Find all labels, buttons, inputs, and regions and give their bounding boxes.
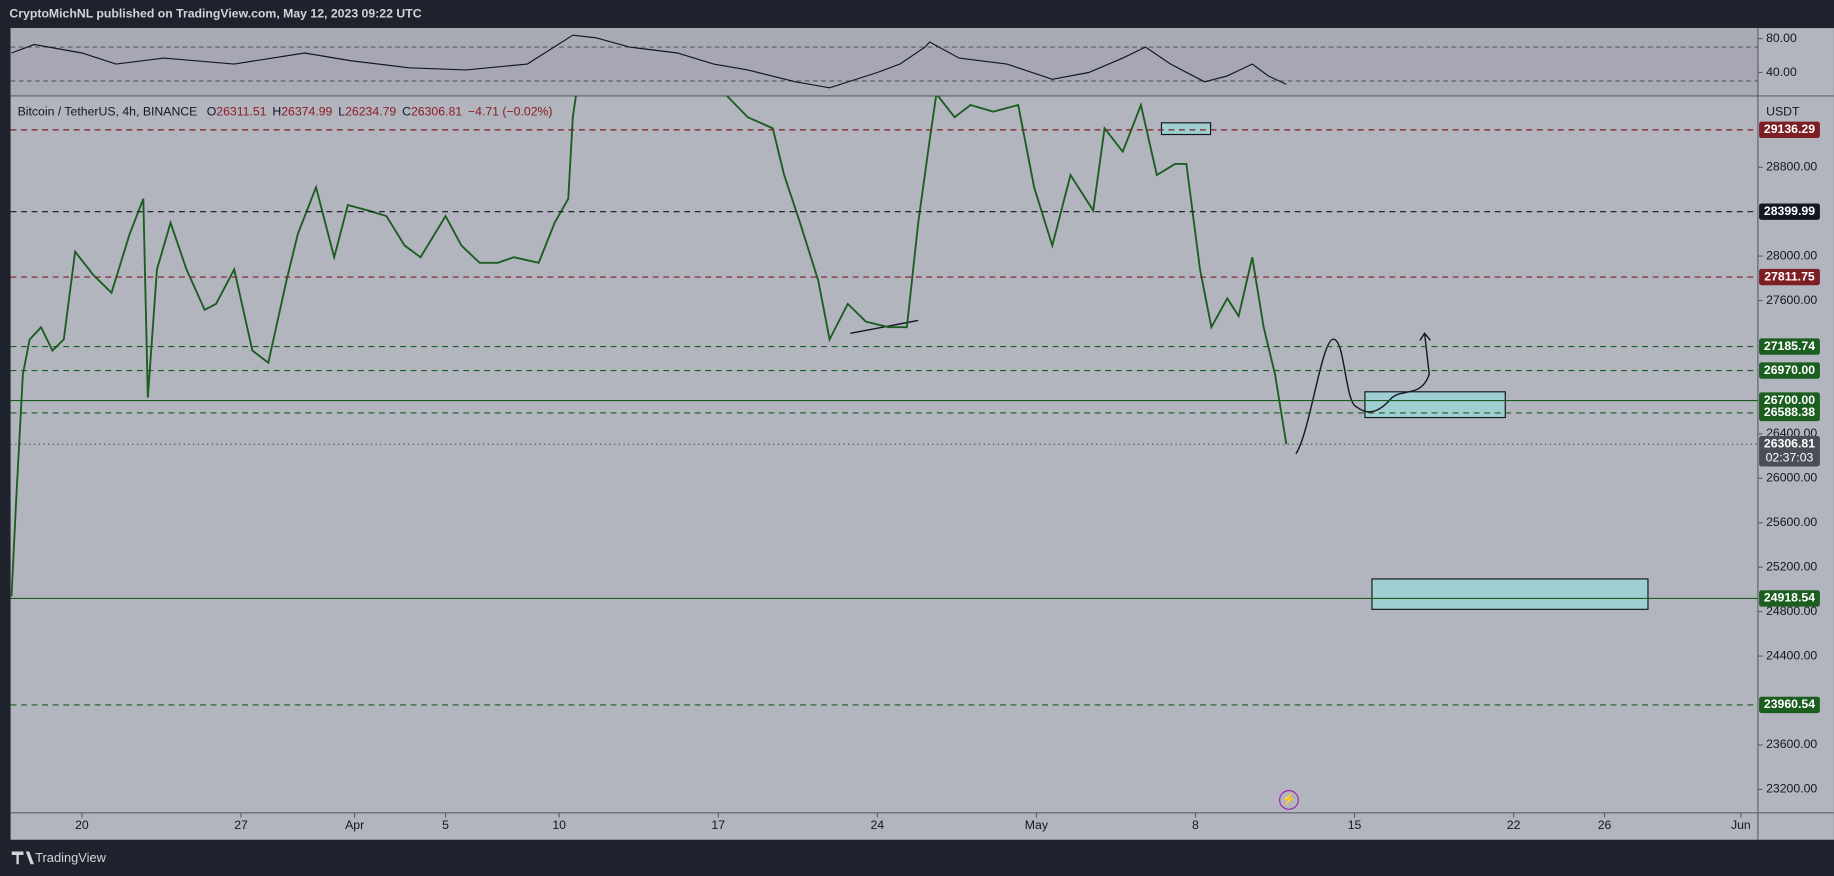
symbol-legend: Bitcoin / TetherUS, 4h, BINANCE O 26311.5…: [18, 105, 553, 119]
x-tick-label: Apr: [345, 818, 364, 832]
ohlc-key: O: [207, 105, 217, 119]
header-text: CryptoMichNL published on TradingView.co…: [9, 6, 421, 20]
symbol-name: Bitcoin / TetherUS, 4h, BINANCE: [18, 105, 198, 119]
y-tick-label: 23200.00: [1766, 782, 1817, 796]
x-tick-label: 27: [234, 818, 248, 832]
rsi-panel: [10, 28, 1758, 96]
price-line: [10, 95, 1288, 597]
x-tick-label: 22: [1507, 818, 1521, 832]
chart-panel: [10, 28, 1834, 840]
y-tick-label: 26000.00: [1766, 471, 1817, 485]
level-label-box: [1759, 362, 1820, 379]
x-tick-label: 20: [75, 818, 89, 832]
y-tick-label: 28800.00: [1766, 159, 1817, 173]
axis-unit: USDT: [1766, 105, 1800, 119]
level-label-box: [1759, 436, 1820, 467]
ohlc-value: 26374.99: [281, 105, 332, 119]
level-label-box: [1759, 338, 1820, 355]
ohlc-key: L: [338, 105, 345, 119]
ohlc-key: H: [272, 105, 281, 119]
rsi-line: [11, 34, 1287, 89]
level-label-box: [1759, 590, 1820, 607]
x-tick-label: May: [1025, 818, 1049, 832]
zone-box: [1160, 122, 1212, 136]
ohlc-key: C: [402, 105, 411, 119]
x-tick-label: 24: [870, 818, 884, 832]
rsi-tick-label: 40.00: [1766, 65, 1797, 79]
y-tick-label: 25600.00: [1766, 515, 1817, 529]
level-label-box: [1759, 696, 1820, 714]
x-tick-label: 26: [1598, 818, 1612, 832]
y-tick-label: 27600.00: [1766, 293, 1817, 307]
level-label-box: [1759, 203, 1820, 220]
zone-box: [1371, 578, 1649, 610]
rsi-band: [10, 47, 1758, 81]
y-tick-label: 24400.00: [1766, 648, 1817, 662]
countdown: 02:37:03: [1766, 451, 1814, 465]
brand-name: TradingView: [35, 850, 106, 865]
x-tick-label: 15: [1348, 818, 1362, 832]
x-tick-label: 10: [552, 818, 566, 832]
y-tick-label: 28000.00: [1766, 248, 1817, 262]
x-tick-label: 8: [1192, 818, 1199, 832]
ohlc-value: 26306.81: [411, 105, 462, 119]
level-label: 26588.38: [1764, 405, 1815, 419]
y-tick-label: 24800.00: [1766, 604, 1817, 618]
level-label: 27185.74: [1764, 339, 1815, 353]
y-tick-label: 25200.00: [1766, 559, 1817, 573]
lightning-glyph: ⚡: [1282, 792, 1297, 806]
x-tick-label: 5: [442, 818, 449, 832]
x-tick-label: Jun: [1731, 818, 1751, 832]
level-label: 29136.29: [1764, 122, 1815, 136]
x-tick-label: 17: [711, 818, 725, 832]
change: −4.71 (−0.02%): [468, 105, 553, 119]
ohlc-value: 26311.51: [216, 105, 266, 119]
level-label-box: [1759, 268, 1820, 286]
level-label: 23960.54: [1764, 697, 1815, 711]
projection-sketch: [1295, 332, 1431, 455]
brand-logo: [11, 851, 34, 865]
ohlc-value: 26234.79: [345, 105, 396, 119]
rsi-tick-label: 80.00: [1766, 31, 1797, 45]
level-label: 28399.99: [1764, 204, 1815, 218]
level-label: 24918.54: [1764, 591, 1815, 605]
main-plot: [10, 95, 1288, 597]
y-tick-label: 23600.00: [1766, 737, 1817, 751]
level-label-box: [1759, 121, 1820, 139]
level-label: 26306.81: [1764, 436, 1815, 450]
level-label: 26700.00: [1764, 393, 1815, 407]
rsi-plot: [10, 34, 1758, 89]
level-label: 27811.75: [1764, 269, 1815, 283]
level-label-box: [1759, 404, 1820, 422]
level-label: 26970.00: [1764, 363, 1815, 377]
level-label-box: [1759, 392, 1820, 409]
lightning-icon[interactable]: [1278, 790, 1299, 810]
